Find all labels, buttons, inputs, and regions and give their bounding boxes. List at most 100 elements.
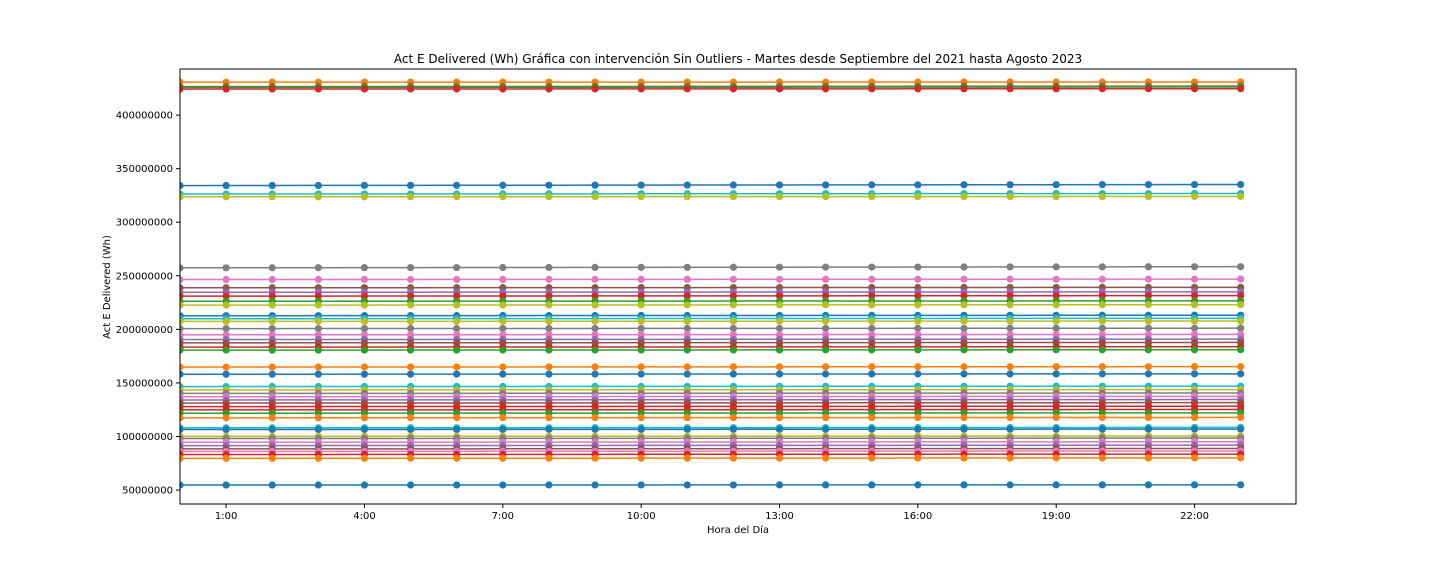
data-point xyxy=(1053,301,1060,308)
x-tick-label: 16:00 xyxy=(903,511,932,522)
data-point xyxy=(868,426,875,433)
data-point xyxy=(315,414,322,421)
data-point xyxy=(453,371,460,378)
data-point xyxy=(868,325,875,332)
data-point xyxy=(1191,325,1198,332)
data-point xyxy=(730,455,737,462)
data-point xyxy=(1099,301,1106,308)
data-point xyxy=(822,181,829,188)
data-point xyxy=(1099,346,1106,353)
data-point xyxy=(1006,414,1013,421)
data-point xyxy=(591,370,598,377)
data-point xyxy=(1191,481,1198,488)
data-point xyxy=(776,301,783,308)
data-point xyxy=(269,455,276,462)
data-point xyxy=(868,193,875,200)
data-point xyxy=(822,346,829,353)
data-point xyxy=(1053,181,1060,188)
data-point xyxy=(453,363,460,370)
data-point xyxy=(822,426,829,433)
data-point xyxy=(730,181,737,188)
data-point xyxy=(1006,426,1013,433)
data-point xyxy=(730,264,737,271)
data-point xyxy=(1191,363,1198,370)
y-axis-label: Act E Delivered (Wh) xyxy=(102,235,113,339)
data-point xyxy=(1191,346,1198,353)
y-axis: 5000000010000000015000000020000000025000… xyxy=(116,111,180,497)
data-point xyxy=(960,301,967,308)
data-point xyxy=(591,85,598,92)
data-point xyxy=(730,301,737,308)
data-point xyxy=(499,325,506,332)
data-point xyxy=(269,85,276,92)
series-s9 xyxy=(176,276,1244,284)
data-point xyxy=(1191,454,1198,461)
data-point xyxy=(638,85,645,92)
series-line xyxy=(180,296,1241,297)
data-point xyxy=(545,276,552,283)
data-point xyxy=(868,370,875,377)
series-s18 xyxy=(176,325,1244,333)
data-point xyxy=(1006,317,1013,324)
data-point xyxy=(591,182,598,189)
data-point xyxy=(545,481,552,488)
data-point xyxy=(1145,301,1152,308)
data-point xyxy=(361,264,368,271)
data-point xyxy=(453,426,460,433)
data-point xyxy=(1099,454,1106,461)
data-point xyxy=(361,318,368,325)
data-point xyxy=(315,182,322,189)
data-point xyxy=(591,276,598,283)
data-point xyxy=(453,193,460,200)
data-point xyxy=(545,346,552,353)
data-point xyxy=(1145,370,1152,377)
series-s1 xyxy=(176,78,1244,85)
data-point xyxy=(1145,325,1152,332)
data-point xyxy=(223,481,230,488)
data-point xyxy=(499,276,506,283)
data-point xyxy=(407,276,414,283)
data-point xyxy=(914,325,921,332)
data-point xyxy=(223,347,230,354)
data-point xyxy=(1237,481,1244,488)
data-point xyxy=(684,85,691,92)
data-point xyxy=(1145,181,1152,188)
data-point xyxy=(545,363,552,370)
data-point xyxy=(1053,325,1060,332)
data-point xyxy=(223,264,230,271)
data-point xyxy=(1191,276,1198,283)
series-s35 xyxy=(176,414,1244,422)
data-point xyxy=(638,264,645,271)
data-point xyxy=(868,414,875,421)
data-point xyxy=(730,414,737,421)
data-point xyxy=(960,181,967,188)
data-point xyxy=(223,193,230,200)
data-point xyxy=(545,426,552,433)
data-point xyxy=(960,263,967,270)
data-point xyxy=(407,193,414,200)
data-point xyxy=(822,85,829,92)
data-point xyxy=(499,371,506,378)
data-point xyxy=(269,193,276,200)
data-point xyxy=(684,181,691,188)
data-point xyxy=(914,276,921,283)
data-point xyxy=(730,276,737,283)
data-point xyxy=(914,363,921,370)
data-point xyxy=(822,318,829,325)
data-point xyxy=(591,414,598,421)
data-point xyxy=(315,325,322,332)
data-point xyxy=(914,193,921,200)
data-point xyxy=(223,371,230,378)
y-tick-label: 50000000 xyxy=(122,486,173,497)
data-point xyxy=(1099,181,1106,188)
data-point xyxy=(1006,325,1013,332)
data-point xyxy=(315,276,322,283)
data-point xyxy=(776,318,783,325)
data-point xyxy=(499,264,506,271)
data-point xyxy=(453,301,460,308)
data-point xyxy=(407,371,414,378)
data-point xyxy=(361,346,368,353)
data-point xyxy=(776,363,783,370)
data-point xyxy=(1145,263,1152,270)
data-point xyxy=(269,426,276,433)
